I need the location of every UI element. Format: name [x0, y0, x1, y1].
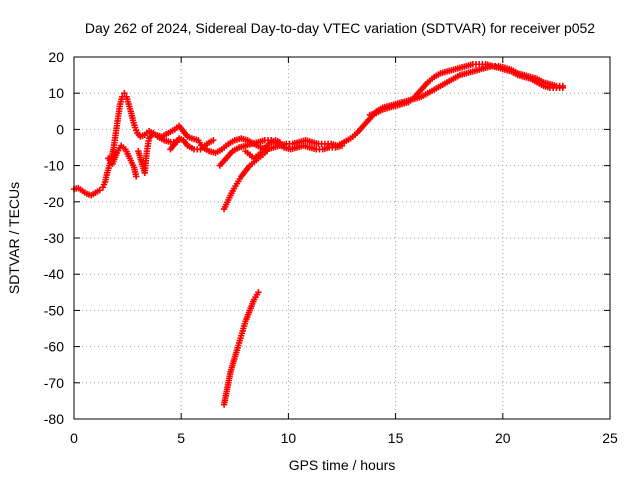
data-point [121, 90, 128, 97]
series-sat-e [216, 137, 346, 169]
axis-ticks: 0 5 10 15 20 25 20 10 0 -10 -20 -30 -40 -50 -60 -70 -80 [44, 49, 618, 446]
y-tick-label: -50 [44, 302, 64, 318]
data-point [276, 138, 284, 146]
x-axis-label: GPS time / hours [289, 457, 396, 473]
series-sat-b [105, 142, 140, 180]
data-point [559, 84, 567, 91]
series-sat-a [70, 62, 567, 199]
data-point [338, 142, 346, 149]
y-tick-label: -10 [44, 158, 64, 174]
y-tick-label: -80 [44, 411, 64, 427]
x-tick-label: 5 [177, 430, 185, 446]
data-point [96, 187, 103, 194]
grid [74, 57, 610, 419]
y-tick-label: -30 [44, 230, 64, 246]
data-markers [70, 61, 567, 408]
y-tick-label: -60 [44, 339, 64, 355]
data-point [255, 289, 262, 296]
y-tick-label: -40 [44, 266, 64, 282]
data-point [210, 137, 217, 144]
y-axis-label: SDTVAR / TECUs [6, 182, 22, 294]
x-tick-label: 0 [70, 430, 78, 446]
series-sat-h [366, 61, 567, 119]
y-tick-label: -20 [44, 194, 64, 210]
data-point [132, 173, 140, 180]
series-sat-g [242, 137, 284, 162]
y-tick-label: 10 [48, 85, 64, 101]
y-tick-label: 20 [48, 49, 64, 65]
y-tick-label: -70 [44, 375, 64, 391]
x-tick-label: 20 [495, 430, 511, 446]
x-tick-label: 15 [388, 430, 404, 446]
x-tick-label: 25 [602, 430, 618, 446]
series-sat-d [167, 135, 217, 153]
series-sat-c [135, 129, 181, 177]
series-sat-i [220, 289, 262, 408]
y-tick-label: 0 [56, 121, 64, 137]
chart-title: Day 262 of 2024, Sidereal Day-to-day VTE… [85, 20, 595, 36]
x-tick-label: 10 [281, 430, 297, 446]
